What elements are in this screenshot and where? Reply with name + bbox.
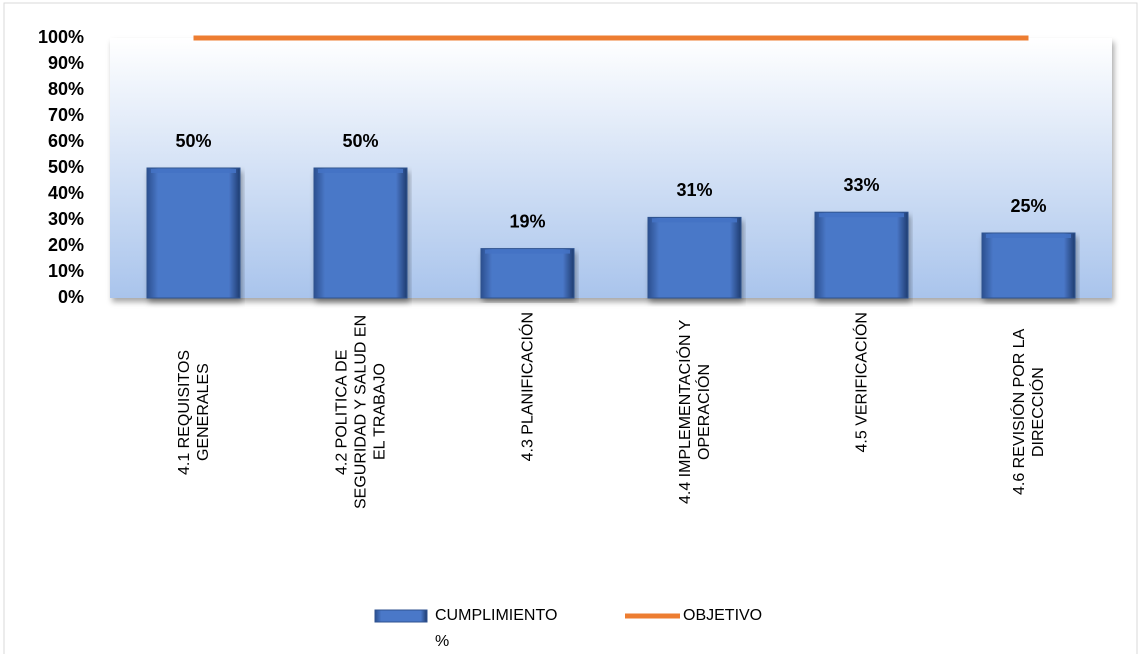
- bar: [981, 232, 1076, 299]
- bar: [146, 167, 241, 299]
- bar-top: [986, 234, 1071, 238]
- y-tick-label: 0%: [58, 287, 84, 307]
- x-tick-label: 4.4 IMPLEMENTACIÓN Y OPERACIÓN: [676, 319, 713, 505]
- bar: [647, 216, 742, 299]
- bar: [814, 211, 909, 299]
- y-tick-label: 50%: [48, 157, 84, 177]
- bar-top: [652, 218, 737, 223]
- bar-top: [819, 213, 904, 218]
- bar: [480, 248, 575, 299]
- bar-top: [485, 249, 570, 254]
- y-tick-label: 60%: [48, 131, 84, 151]
- data-label: 19%: [509, 211, 545, 231]
- y-tick-label: 80%: [48, 79, 84, 99]
- data-label: 50%: [342, 131, 378, 151]
- x-tick-label: 4.5 VERIFICACIÓN: [853, 312, 870, 453]
- y-tick-label: 100%: [38, 27, 84, 47]
- data-label: 31%: [676, 180, 712, 200]
- data-label: 33%: [843, 175, 879, 195]
- x-tick-label: 4.1 REQUISITOS GENERALES: [175, 349, 212, 475]
- legend-label: OBJETIVO: [683, 607, 763, 624]
- y-tick-label: 40%: [48, 183, 84, 203]
- legend-swatch: [374, 609, 428, 623]
- data-label: 25%: [1010, 196, 1046, 216]
- plot-area: [110, 38, 1112, 298]
- legend-label: CUMPLIMIENTO %: [435, 607, 558, 650]
- x-tick-label: 4.6 REVISIÓN POR LA DIRECCIÓN: [1010, 328, 1047, 496]
- x-tick-label: 4.3 PLANIFICACIÓN: [519, 312, 536, 462]
- x-tick-label: 4.2 POLITICA DE SEGURIDAD Y SALUD EN EL …: [333, 314, 388, 510]
- bar: [313, 167, 408, 299]
- data-label: 50%: [175, 131, 211, 151]
- bar-top: [151, 169, 236, 173]
- y-tick-label: 90%: [48, 53, 84, 73]
- bar-top: [318, 169, 403, 173]
- y-tick-label: 70%: [48, 105, 84, 125]
- y-tick-label: 20%: [48, 235, 84, 255]
- y-tick-label: 10%: [48, 261, 84, 281]
- y-tick-label: 30%: [48, 209, 84, 229]
- chart-border: [3, 2, 1138, 654]
